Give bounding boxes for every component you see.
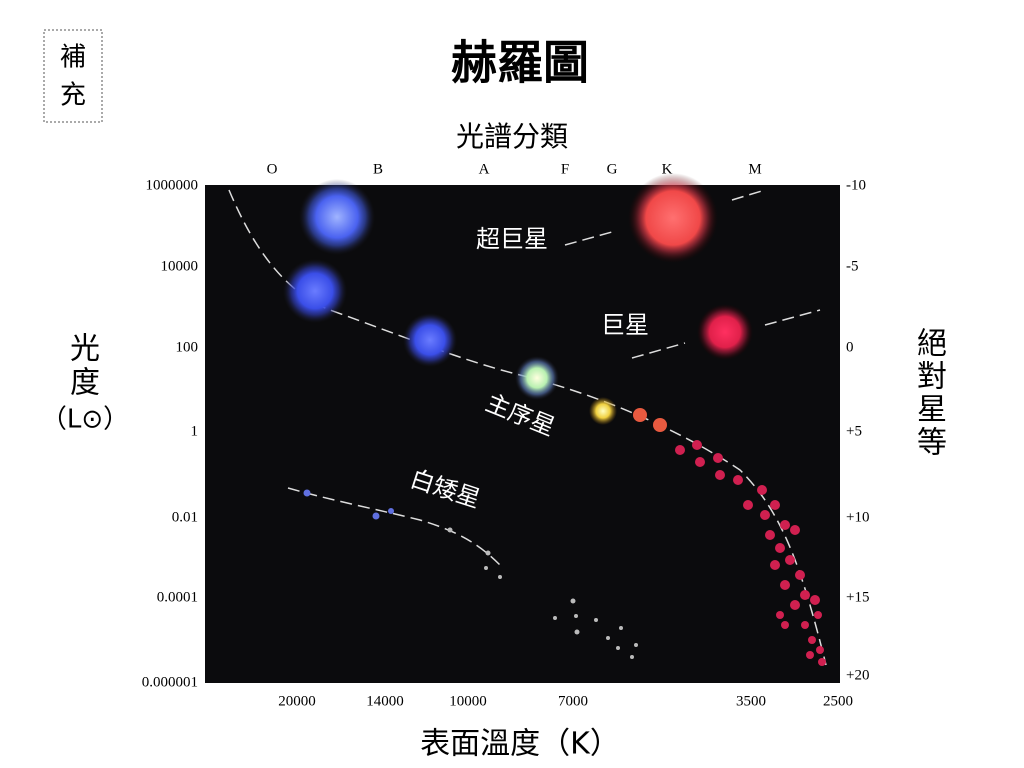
- left-tick-label: 10000: [161, 258, 199, 274]
- region-label: 巨星: [601, 311, 649, 339]
- right-tick-label: +20: [846, 667, 869, 683]
- right-axis-title: 等: [917, 426, 947, 461]
- top-axis-title: 光譜分類: [456, 120, 568, 153]
- bottom-tick-label: 7000: [558, 693, 588, 709]
- plot-area: [205, 185, 840, 683]
- region-label: 超巨星: [476, 225, 548, 253]
- badge-text: 充: [60, 81, 86, 111]
- right-axis-title: 星: [917, 393, 947, 428]
- bottom-tick-label: 10000: [449, 693, 487, 709]
- spectral-class: K: [662, 161, 673, 177]
- right-tick-label: +10: [846, 509, 869, 525]
- bottom-tick-label: 20000: [278, 693, 316, 709]
- spectral-class: G: [607, 161, 618, 177]
- badge-box: [43, 29, 103, 123]
- right-tick-label: 0: [846, 339, 854, 355]
- bottom-axis-title: 表面溫度（K）: [420, 727, 620, 762]
- left-tick-label: 1000000: [146, 177, 199, 193]
- right-axis-title: 對: [917, 360, 947, 395]
- right-tick-label: -10: [846, 177, 866, 193]
- bottom-tick-label: 3500: [736, 693, 766, 709]
- badge-text: 補: [60, 43, 86, 73]
- left-axis-title: 光: [70, 332, 100, 367]
- bottom-tick-label: 14000: [366, 693, 404, 709]
- spectral-class: F: [561, 161, 569, 177]
- right-tick-label: -5: [846, 258, 859, 274]
- left-tick-label: 1: [191, 423, 199, 439]
- spectral-class: A: [479, 161, 490, 177]
- left-axis-title: 度: [70, 366, 100, 401]
- right-tick-label: +5: [846, 423, 862, 439]
- stars: [283, 173, 826, 666]
- title: 赫羅圖: [451, 36, 589, 90]
- right-axis-title: 絕: [917, 327, 947, 362]
- left-tick-label: 0.01: [172, 509, 198, 525]
- left-axis-title: （L⊙）: [41, 405, 129, 435]
- spectral-class: O: [267, 161, 278, 177]
- left-tick-label: 0.0001: [157, 589, 198, 605]
- spectral-class: M: [748, 161, 761, 177]
- bottom-tick-label: 2500: [823, 693, 853, 709]
- left-tick-label: 100: [176, 339, 199, 355]
- right-tick-label: +15: [846, 589, 869, 605]
- spectral-class: B: [373, 161, 383, 177]
- left-tick-label: 0.000001: [142, 674, 198, 690]
